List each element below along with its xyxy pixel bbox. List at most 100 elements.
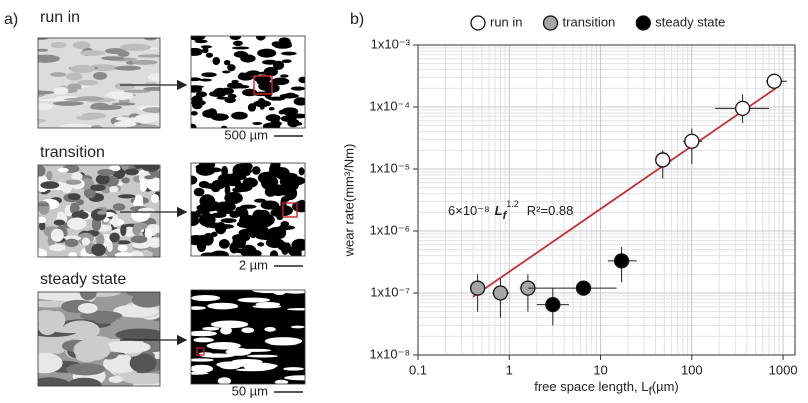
micrograph-grain xyxy=(191,47,203,56)
micrograph-grain xyxy=(207,302,238,310)
micrograph-grain xyxy=(220,326,232,335)
data-point xyxy=(766,73,782,89)
micrograph-grain xyxy=(48,202,56,207)
micrograph-grain xyxy=(92,72,108,80)
micrograph-grain xyxy=(67,83,82,91)
region-marker xyxy=(282,202,298,218)
micrograph-grain xyxy=(255,301,281,307)
micrograph-grain xyxy=(217,209,234,215)
micrograph-grain xyxy=(241,327,255,334)
micrograph-grain xyxy=(283,375,305,381)
micrograph-grain xyxy=(269,238,281,246)
micrograph-grain xyxy=(76,199,85,206)
micrograph-grain xyxy=(59,123,93,128)
row-title: run in xyxy=(40,9,80,26)
micrograph-grain xyxy=(90,125,103,128)
micrograph-grain xyxy=(257,71,273,75)
x-tick-label: 1000 xyxy=(769,362,798,377)
micrograph-grain xyxy=(38,319,57,336)
micrograph-grain xyxy=(50,41,67,49)
micrograph-grain xyxy=(235,368,268,372)
micrograph-grain xyxy=(64,238,79,248)
micrograph-grain xyxy=(67,217,87,230)
micrograph-grain xyxy=(195,91,208,98)
panel-label: a) xyxy=(4,11,18,28)
micrograph-grain xyxy=(115,240,131,245)
micrograph-grain xyxy=(255,36,266,41)
micrograph-grain xyxy=(131,292,160,308)
micrograph-grain xyxy=(214,222,227,235)
x-tick-label: 10 xyxy=(593,362,607,377)
micrograph-grain xyxy=(105,91,133,99)
micrograph-frame xyxy=(190,289,306,385)
micrograph-grain xyxy=(67,193,81,201)
data-point xyxy=(655,152,671,168)
micrograph-grain xyxy=(210,231,218,237)
micrograph-grain xyxy=(193,337,214,343)
micrograph-grain xyxy=(117,194,136,199)
micrograph-grain xyxy=(285,111,297,118)
micrograph-grain xyxy=(67,377,102,386)
micrograph-grain xyxy=(75,115,99,121)
micrograph-grain xyxy=(232,46,250,50)
x-axis-label-unit: (µm) xyxy=(652,379,679,394)
row-title: transition xyxy=(40,144,105,161)
micrograph-grain xyxy=(233,40,243,47)
micrograph-grain xyxy=(65,72,83,81)
micrograph-grain xyxy=(68,252,77,257)
micrograph-grain xyxy=(38,221,46,231)
micrograph-grain xyxy=(254,198,267,203)
x-tick-label: 1 xyxy=(506,362,513,377)
y-tick-label: 1x10⁻⁷ xyxy=(370,284,410,299)
micrograph-grain xyxy=(232,235,247,249)
micrograph-grain xyxy=(221,165,229,177)
legend-marker xyxy=(470,15,486,31)
x-axis-label: free space length, Lf(µm) xyxy=(534,379,679,398)
micrograph-grain xyxy=(38,54,60,63)
micrograph-grain xyxy=(62,235,82,241)
data-point xyxy=(684,133,700,149)
micrograph-grain xyxy=(287,118,300,128)
micrograph-grain xyxy=(281,59,292,64)
micrograph-grain xyxy=(231,79,239,84)
legend-label: steady state xyxy=(655,14,725,29)
micrograph-grain xyxy=(101,56,125,61)
micrograph-grain xyxy=(95,174,110,185)
micrograph-grain xyxy=(227,93,237,99)
x-axis-label-text: free space length, L xyxy=(534,379,648,394)
x-tick-label: 100 xyxy=(681,362,703,377)
region-marker xyxy=(196,347,205,356)
micrograph-grain xyxy=(216,96,229,100)
micrograph-grain xyxy=(291,177,300,190)
micrograph-grain xyxy=(205,52,214,58)
micrograph-grain xyxy=(131,59,158,65)
micrograph-grain xyxy=(53,87,69,95)
y-axis-label: wear rate(mm³/Nm) xyxy=(341,144,356,258)
micrograph-grain xyxy=(97,168,115,177)
y-tick-label: 1x10⁻⁸ xyxy=(369,346,410,361)
micrograph-grain xyxy=(227,64,236,72)
micrograph-frame xyxy=(190,162,306,257)
micrograph-grain xyxy=(257,48,277,58)
panel-label: b) xyxy=(350,11,364,28)
micrograph-grain xyxy=(38,119,47,123)
micrograph-grain xyxy=(278,224,287,239)
fit-coefficient: 6×10⁻⁸ xyxy=(448,203,490,218)
micrograph-grain xyxy=(230,196,243,203)
micrograph-grain xyxy=(290,325,305,329)
micrograph-grain xyxy=(220,87,234,95)
micrograph-grain xyxy=(210,250,229,256)
micrograph-grain xyxy=(264,326,276,332)
micrograph-grain xyxy=(114,65,142,71)
micrograph-grain xyxy=(198,180,210,188)
micrograph-grain xyxy=(57,167,69,173)
micrograph-grain xyxy=(146,177,160,192)
micrographs xyxy=(37,35,306,387)
micrograph-grain xyxy=(48,244,66,252)
micrograph-grain xyxy=(198,352,213,355)
micrograph-grain xyxy=(290,86,305,91)
micrograph-grain xyxy=(257,242,265,247)
fit-subscript: f xyxy=(503,210,508,222)
x-axis-label-sub: f xyxy=(648,384,652,398)
micrograph-grain xyxy=(293,97,305,106)
